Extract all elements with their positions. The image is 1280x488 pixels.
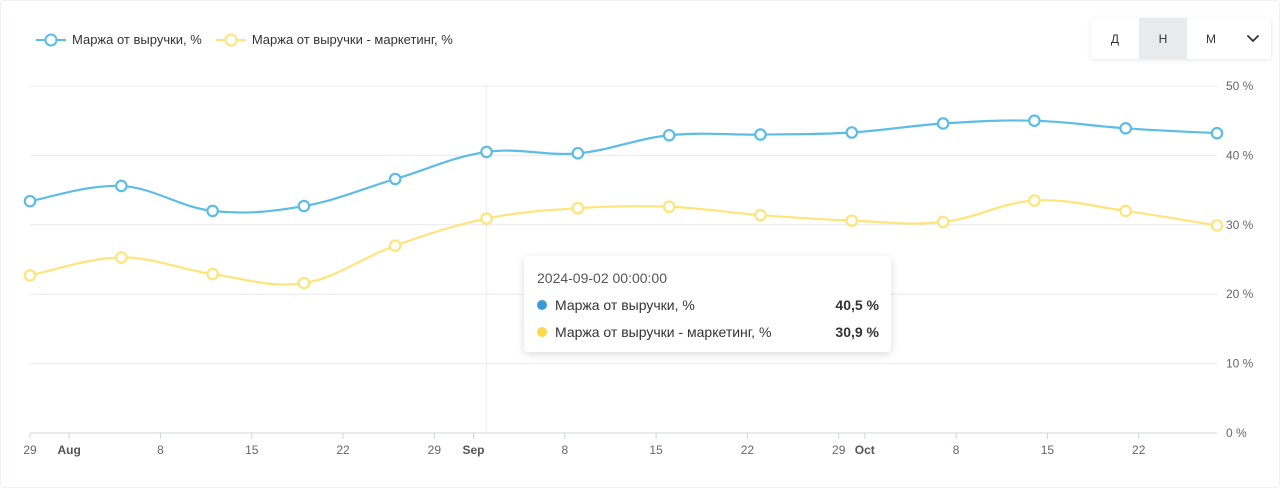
y-tick-label: 10 % — [1226, 357, 1254, 371]
data-point-margin[interactable] — [1210, 126, 1224, 140]
x-tick-label: 8 — [953, 443, 960, 457]
chevron-down-icon — [1247, 34, 1259, 42]
data-point-margin[interactable] — [1119, 122, 1132, 135]
x-tick-label: 29 — [23, 443, 37, 457]
tooltip-name-margin-marketing: Маржа от выручки - маркетинг, % — [555, 324, 772, 340]
legend-label-margin: Маржа от выручки, % — [72, 32, 202, 47]
data-point-margin-marketing[interactable] — [662, 200, 676, 214]
period-month-button[interactable]: М — [1206, 31, 1216, 46]
data-point-margin-marketing[interactable] — [1028, 194, 1041, 207]
data-point-margin-marketing[interactable] — [845, 214, 859, 227]
period-week-button[interactable]: Н — [1139, 18, 1187, 59]
data-point-margin[interactable] — [480, 145, 493, 159]
tooltip-dot-margin-icon — [537, 300, 547, 310]
data-point-margin[interactable] — [936, 117, 950, 130]
data-point-margin[interactable] — [115, 179, 128, 193]
x-tick-label: 8 — [561, 443, 568, 457]
tooltip-title: 2024-09-02 00:00:00 — [537, 270, 667, 286]
x-tick-label: 29 — [832, 443, 846, 457]
data-point-margin[interactable] — [23, 194, 37, 208]
x-tick-label: Sep — [462, 443, 484, 457]
tooltip-dot-margin-marketing-icon — [537, 327, 547, 337]
x-tick-label: 29 — [428, 443, 442, 457]
period-day-button[interactable]: Д — [1110, 31, 1120, 46]
data-point-margin[interactable] — [754, 128, 767, 141]
y-tick-label: 50 % — [1226, 79, 1254, 93]
data-point-margin[interactable] — [206, 204, 219, 218]
x-tick-label: 22 — [1132, 443, 1146, 457]
x-tick-label: Oct — [855, 443, 875, 457]
tooltip-value-margin: 40,5 % — [835, 297, 879, 313]
legend-item-margin-marketing[interactable]: Маржа от выручки - маркетинг, % — [215, 32, 453, 47]
chart-legend: Маржа от выручки, % Маржа от выручки - м… — [36, 32, 467, 47]
data-point-margin-marketing[interactable] — [1119, 204, 1132, 218]
x-tick-label: Aug — [57, 443, 80, 457]
data-point-margin-marketing[interactable] — [388, 239, 402, 252]
data-point-margin[interactable] — [662, 128, 676, 142]
data-point-margin-marketing[interactable] — [754, 208, 767, 222]
data-point-margin[interactable] — [297, 199, 311, 213]
data-point-margin-marketing[interactable] — [206, 267, 219, 281]
data-point-margin[interactable] — [845, 126, 859, 139]
legend-item-margin[interactable]: Маржа от выручки, % — [36, 32, 202, 47]
chart-tooltip: 2024-09-02 00:00:00 Маржа от выручки, % … — [524, 256, 891, 352]
legend-marker-margin-icon — [36, 33, 66, 46]
data-point-margin-marketing[interactable] — [571, 201, 585, 215]
x-tick-label: 15 — [245, 443, 259, 457]
x-tick-label: 22 — [741, 443, 755, 457]
data-point-margin-marketing[interactable] — [115, 251, 128, 264]
data-point-margin-marketing[interactable] — [936, 215, 950, 229]
legend-label-margin-marketing: Маржа от выручки - маркетинг, % — [251, 32, 453, 47]
x-tick-label: 8 — [157, 443, 164, 457]
data-point-margin-marketing[interactable] — [480, 212, 493, 225]
data-point-margin[interactable] — [1028, 114, 1041, 127]
series-line-margin — [29, 119, 1218, 214]
tooltip-row-margin: Маржа от выручки, % 40,5 % — [537, 297, 879, 313]
y-tick-label: 0 % — [1226, 426, 1247, 440]
x-tick-label: 15 — [1041, 443, 1055, 457]
x-tick-label: 15 — [649, 443, 663, 457]
series-line-margin-marketing — [29, 199, 1218, 286]
data-point-margin-marketing[interactable] — [1210, 219, 1224, 232]
y-tick-label: 30 % — [1226, 218, 1254, 232]
legend-marker-margin-marketing-icon — [215, 33, 246, 46]
period-dropdown-button[interactable] — [1235, 18, 1271, 59]
data-point-margin-marketing[interactable] — [297, 276, 311, 290]
tooltip-row-margin-marketing: Маржа от выручки - маркетинг, % 30,9 % — [537, 324, 879, 340]
data-point-margin[interactable] — [388, 172, 402, 186]
y-tick-label: 20 % — [1226, 287, 1254, 301]
y-tick-label: 40 % — [1226, 148, 1254, 162]
period-switch: Д Н М — [1091, 18, 1271, 59]
tooltip-value-margin-marketing: 30,9 % — [835, 324, 879, 340]
data-point-margin[interactable] — [571, 147, 585, 160]
x-tick-label: 22 — [336, 443, 350, 457]
tooltip-name-margin: Маржа от выручки, % — [555, 297, 695, 313]
data-point-margin-marketing[interactable] — [23, 269, 37, 282]
